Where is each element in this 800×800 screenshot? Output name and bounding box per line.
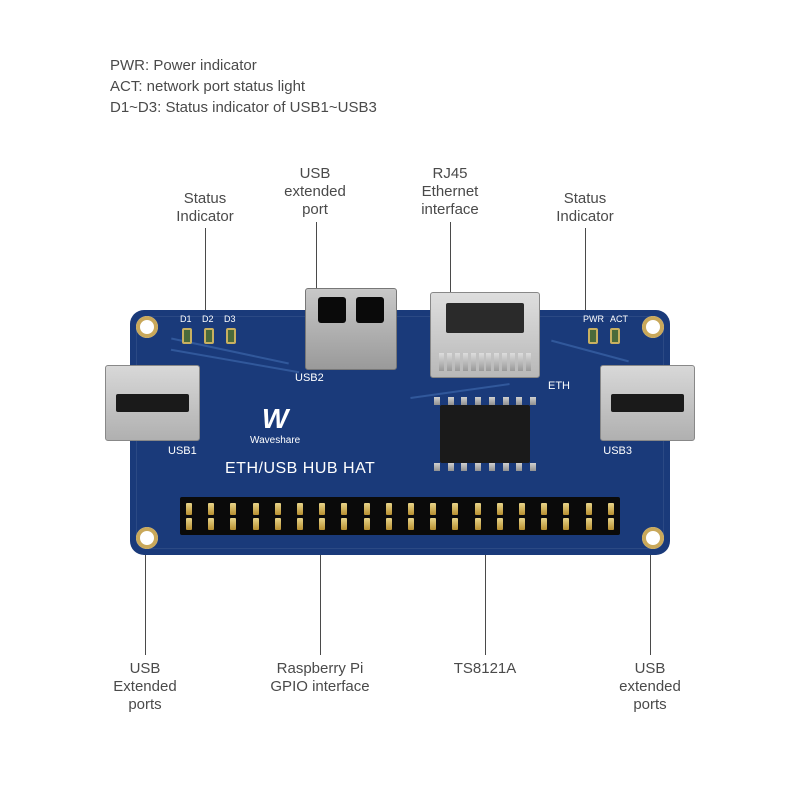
chip-ts8121a: [440, 405, 530, 463]
logo-name: Waveshare: [250, 435, 300, 446]
led-act: [610, 328, 620, 344]
led-d1: [182, 328, 192, 344]
callout-chip: TS8121A: [445, 660, 525, 678]
usb2-port: [305, 288, 397, 370]
callout-status-right: StatusIndicator: [545, 190, 625, 226]
silk-usb2: USB2: [295, 372, 324, 384]
brand-logo: W Waveshare: [250, 405, 300, 446]
led-pwr: [588, 328, 598, 344]
silk-d2: D2: [202, 314, 214, 324]
leader-line: [316, 222, 317, 294]
silk-eth: ETH: [548, 380, 570, 392]
gpio-header: [180, 497, 620, 535]
mounting-hole: [642, 527, 664, 549]
callout-status-left: StatusIndicator: [165, 190, 245, 226]
mounting-hole: [642, 316, 664, 338]
pcb-board: D1 D2 D3 PWR ACT USB1 USB3 USB2 ETH W Wa…: [130, 310, 670, 555]
silk-usb1: USB1: [168, 445, 197, 457]
silk-d1: D1: [180, 314, 192, 324]
led-d3: [226, 328, 236, 344]
led-d2: [204, 328, 214, 344]
callout-usb-ext-top: USBextendedport: [275, 165, 355, 219]
gpio-row: [186, 503, 614, 515]
leader-line: [585, 228, 586, 323]
chip-pins: [434, 463, 536, 471]
mounting-hole: [136, 316, 158, 338]
callout-rj45: RJ45Ethernetinterface: [405, 165, 495, 219]
silk-product-name: ETH/USB HUB HAT: [225, 460, 375, 478]
chip-pins: [434, 397, 536, 405]
leader-line: [450, 222, 451, 297]
callout-usb-left: USBExtendedports: [100, 660, 190, 714]
mounting-hole: [136, 527, 158, 549]
silk-pwr: PWR: [583, 314, 604, 324]
logo-mark: W: [250, 405, 300, 433]
rj45-port: [430, 292, 540, 378]
rj45-pins: [439, 353, 531, 371]
callout-gpio: Raspberry PiGPIO interface: [255, 660, 385, 696]
legend-line-pwr: PWR: Power indicator: [110, 55, 377, 76]
usb1-port: [105, 365, 200, 441]
legend-block: PWR: Power indicator ACT: network port s…: [110, 55, 377, 118]
callout-usb-right: USBextendedports: [605, 660, 695, 714]
gpio-row: [186, 518, 614, 530]
silk-usb3: USB3: [603, 445, 632, 457]
silk-act: ACT: [610, 314, 628, 324]
legend-line-d1d3: D1~D3: Status indicator of USB1~USB3: [110, 97, 377, 118]
leader-line: [320, 550, 321, 655]
silk-d3: D3: [224, 314, 236, 324]
legend-line-act: ACT: network port status light: [110, 76, 377, 97]
usb3-port: [600, 365, 695, 441]
